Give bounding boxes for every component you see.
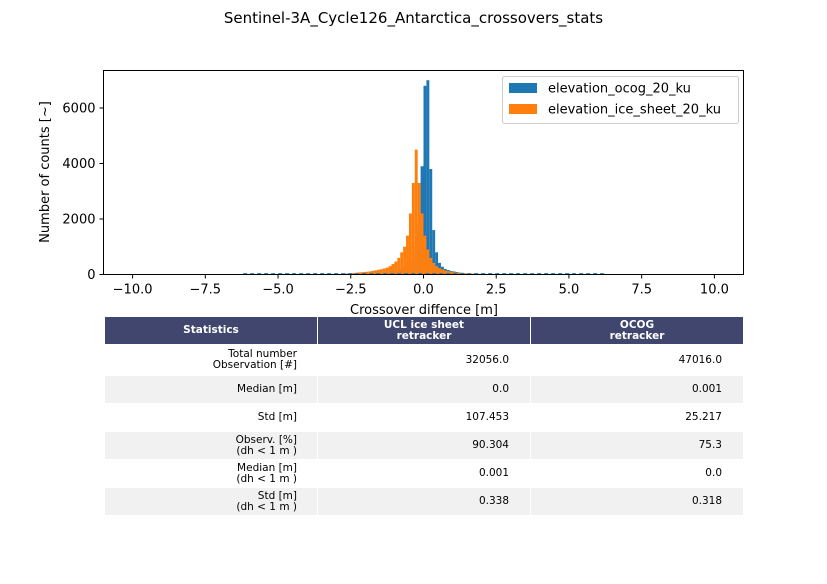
table-row: Median [m] 0.0 0.001 [104, 375, 744, 404]
figure-title: Sentinel-3A_Cycle126_Antarctica_crossove… [223, 9, 604, 27]
histogram-bar [435, 252, 439, 275]
header-ocog: OCOG retracker [530, 316, 744, 345]
histogram-bar [374, 270, 377, 275]
legend-swatch-ice-sheet [509, 104, 537, 114]
cell-ocog: 0.0 [530, 459, 744, 488]
histogram-bar [417, 182, 421, 275]
cell-ucl: 32056.0 [317, 344, 531, 376]
histogram-bar [414, 149, 418, 275]
histogram-bar [359, 272, 363, 275]
y-tick-label: 4000 [62, 157, 95, 172]
y-tick-label: 2000 [62, 212, 95, 227]
y-tick-label: 6000 [62, 101, 95, 116]
histogram-bar [426, 80, 430, 275]
statistics-table: Statistics UCL ice sheet retracker OCOG … [104, 316, 744, 516]
histogram-bar [388, 266, 392, 275]
table-row: Median [m] (dh < 1 m ) 0.001 0.0 [104, 459, 744, 488]
legend-frame [502, 76, 739, 124]
row-label: Median [m] [104, 375, 318, 404]
histogram-bar [446, 271, 450, 275]
histogram-bar [458, 272, 462, 275]
cell-ucl: 90.304 [317, 431, 531, 460]
x-tick-label: 0.0 [413, 283, 434, 298]
x-tick-label: 7.5 [631, 283, 652, 298]
histogram-bar [382, 268, 386, 275]
histogram-bar [391, 263, 395, 275]
table-row: Std [m] (dh < 1 m ) 0.338 0.318 [104, 487, 744, 516]
histogram-bar [376, 269, 380, 275]
cell-ucl: 0.001 [317, 459, 531, 488]
histogram-bar [432, 262, 436, 275]
histogram-bar [423, 85, 427, 275]
x-tick-label: 5.0 [559, 283, 580, 298]
legend: elevation_ocog_20_ku elevation_ice_sheet… [502, 76, 739, 124]
histogram-bar [435, 266, 439, 275]
histogram-bar [350, 273, 354, 275]
histogram-bar [368, 271, 372, 275]
y-tick-label: 0 [87, 268, 95, 283]
x-tick-label: −7.5 [190, 283, 222, 298]
histogram-bar [429, 169, 433, 275]
cell-ocog: 0.001 [530, 375, 744, 404]
histogram-bar [411, 182, 415, 275]
histogram-bar [443, 270, 447, 275]
row-label: Median [m] (dh < 1 m ) [104, 459, 318, 488]
cell-ucl: 107.453 [317, 403, 531, 432]
row-label: Observ. [%] (dh < 1 m ) [104, 431, 318, 460]
table-row: Total number Observation [#] 32056.0 470… [104, 344, 744, 376]
histogram-bar [397, 257, 401, 275]
cell-ocog: 75.3 [530, 431, 744, 460]
histogram-bar [426, 249, 430, 275]
legend-label-ocog: elevation_ocog_20_ku [548, 82, 691, 97]
histogram-bar [423, 235, 427, 275]
row-label: Std [m] (dh < 1 m ) [104, 487, 318, 516]
cell-ocog: 47016.0 [530, 344, 744, 376]
ice-sheet-bars [342, 149, 491, 275]
histogram-bar [365, 271, 369, 275]
y-axis-label: Number of counts [~] [38, 101, 53, 243]
histogram-bar [371, 270, 375, 275]
x-axis-label: Crossover diffence [m] [350, 303, 498, 318]
x-tick-label: −2.5 [335, 283, 367, 298]
histogram-bar [440, 269, 444, 275]
cell-ocog: 0.318 [530, 487, 744, 516]
histogram-bar [406, 235, 409, 275]
y-axis-ticks: 0 2000 4000 6000 [62, 101, 104, 283]
histogram-chart: −10.0 −7.5 −5.0 −2.5 0.0 2.5 5.0 7.5 10.0 0 2000 4… [38, 70, 744, 318]
histogram-bar [438, 268, 441, 275]
histogram-bar [400, 252, 404, 275]
histogram-bar [464, 273, 468, 275]
table-header-row: Statistics UCL ice sheet retracker OCOG … [104, 316, 744, 345]
x-tick-label: −10.0 [113, 283, 153, 298]
legend-label-ice-sheet: elevation_ice_sheet_20_ku [548, 103, 721, 118]
cell-ucl: 0.0 [317, 375, 531, 404]
x-tick-label: 2.5 [486, 283, 507, 298]
histogram-bar [420, 213, 424, 275]
x-axis-ticks: −10.0 −7.5 −5.0 −2.5 0.0 2.5 5.0 7.5 10.0 [113, 274, 729, 298]
legend-swatch-ocog [509, 83, 537, 93]
table-row: Std [m] 107.453 25.217 [104, 403, 744, 432]
histogram-bar [353, 272, 357, 275]
x-tick-label: −5.0 [262, 283, 294, 298]
histogram-bar [394, 261, 398, 275]
cell-ucl: 0.338 [317, 487, 531, 516]
row-label: Std [m] [104, 403, 318, 432]
header-ucl: UCL ice sheet retracker [317, 316, 531, 345]
histogram-bar [385, 267, 389, 275]
row-label: Total number Observation [#] [104, 344, 318, 376]
histogram-bar [429, 257, 433, 275]
histogram-bar [432, 230, 436, 275]
histogram-bar [379, 269, 383, 275]
x-tick-label: 10.0 [700, 283, 729, 298]
cell-ocog: 25.217 [530, 403, 744, 432]
histogram-bar [408, 213, 412, 275]
histogram-bar [449, 271, 453, 275]
table-row: Observ. [%] (dh < 1 m ) 90.304 75.3 [104, 431, 744, 460]
header-statistics: Statistics [104, 316, 318, 345]
histogram-bar [403, 246, 407, 275]
